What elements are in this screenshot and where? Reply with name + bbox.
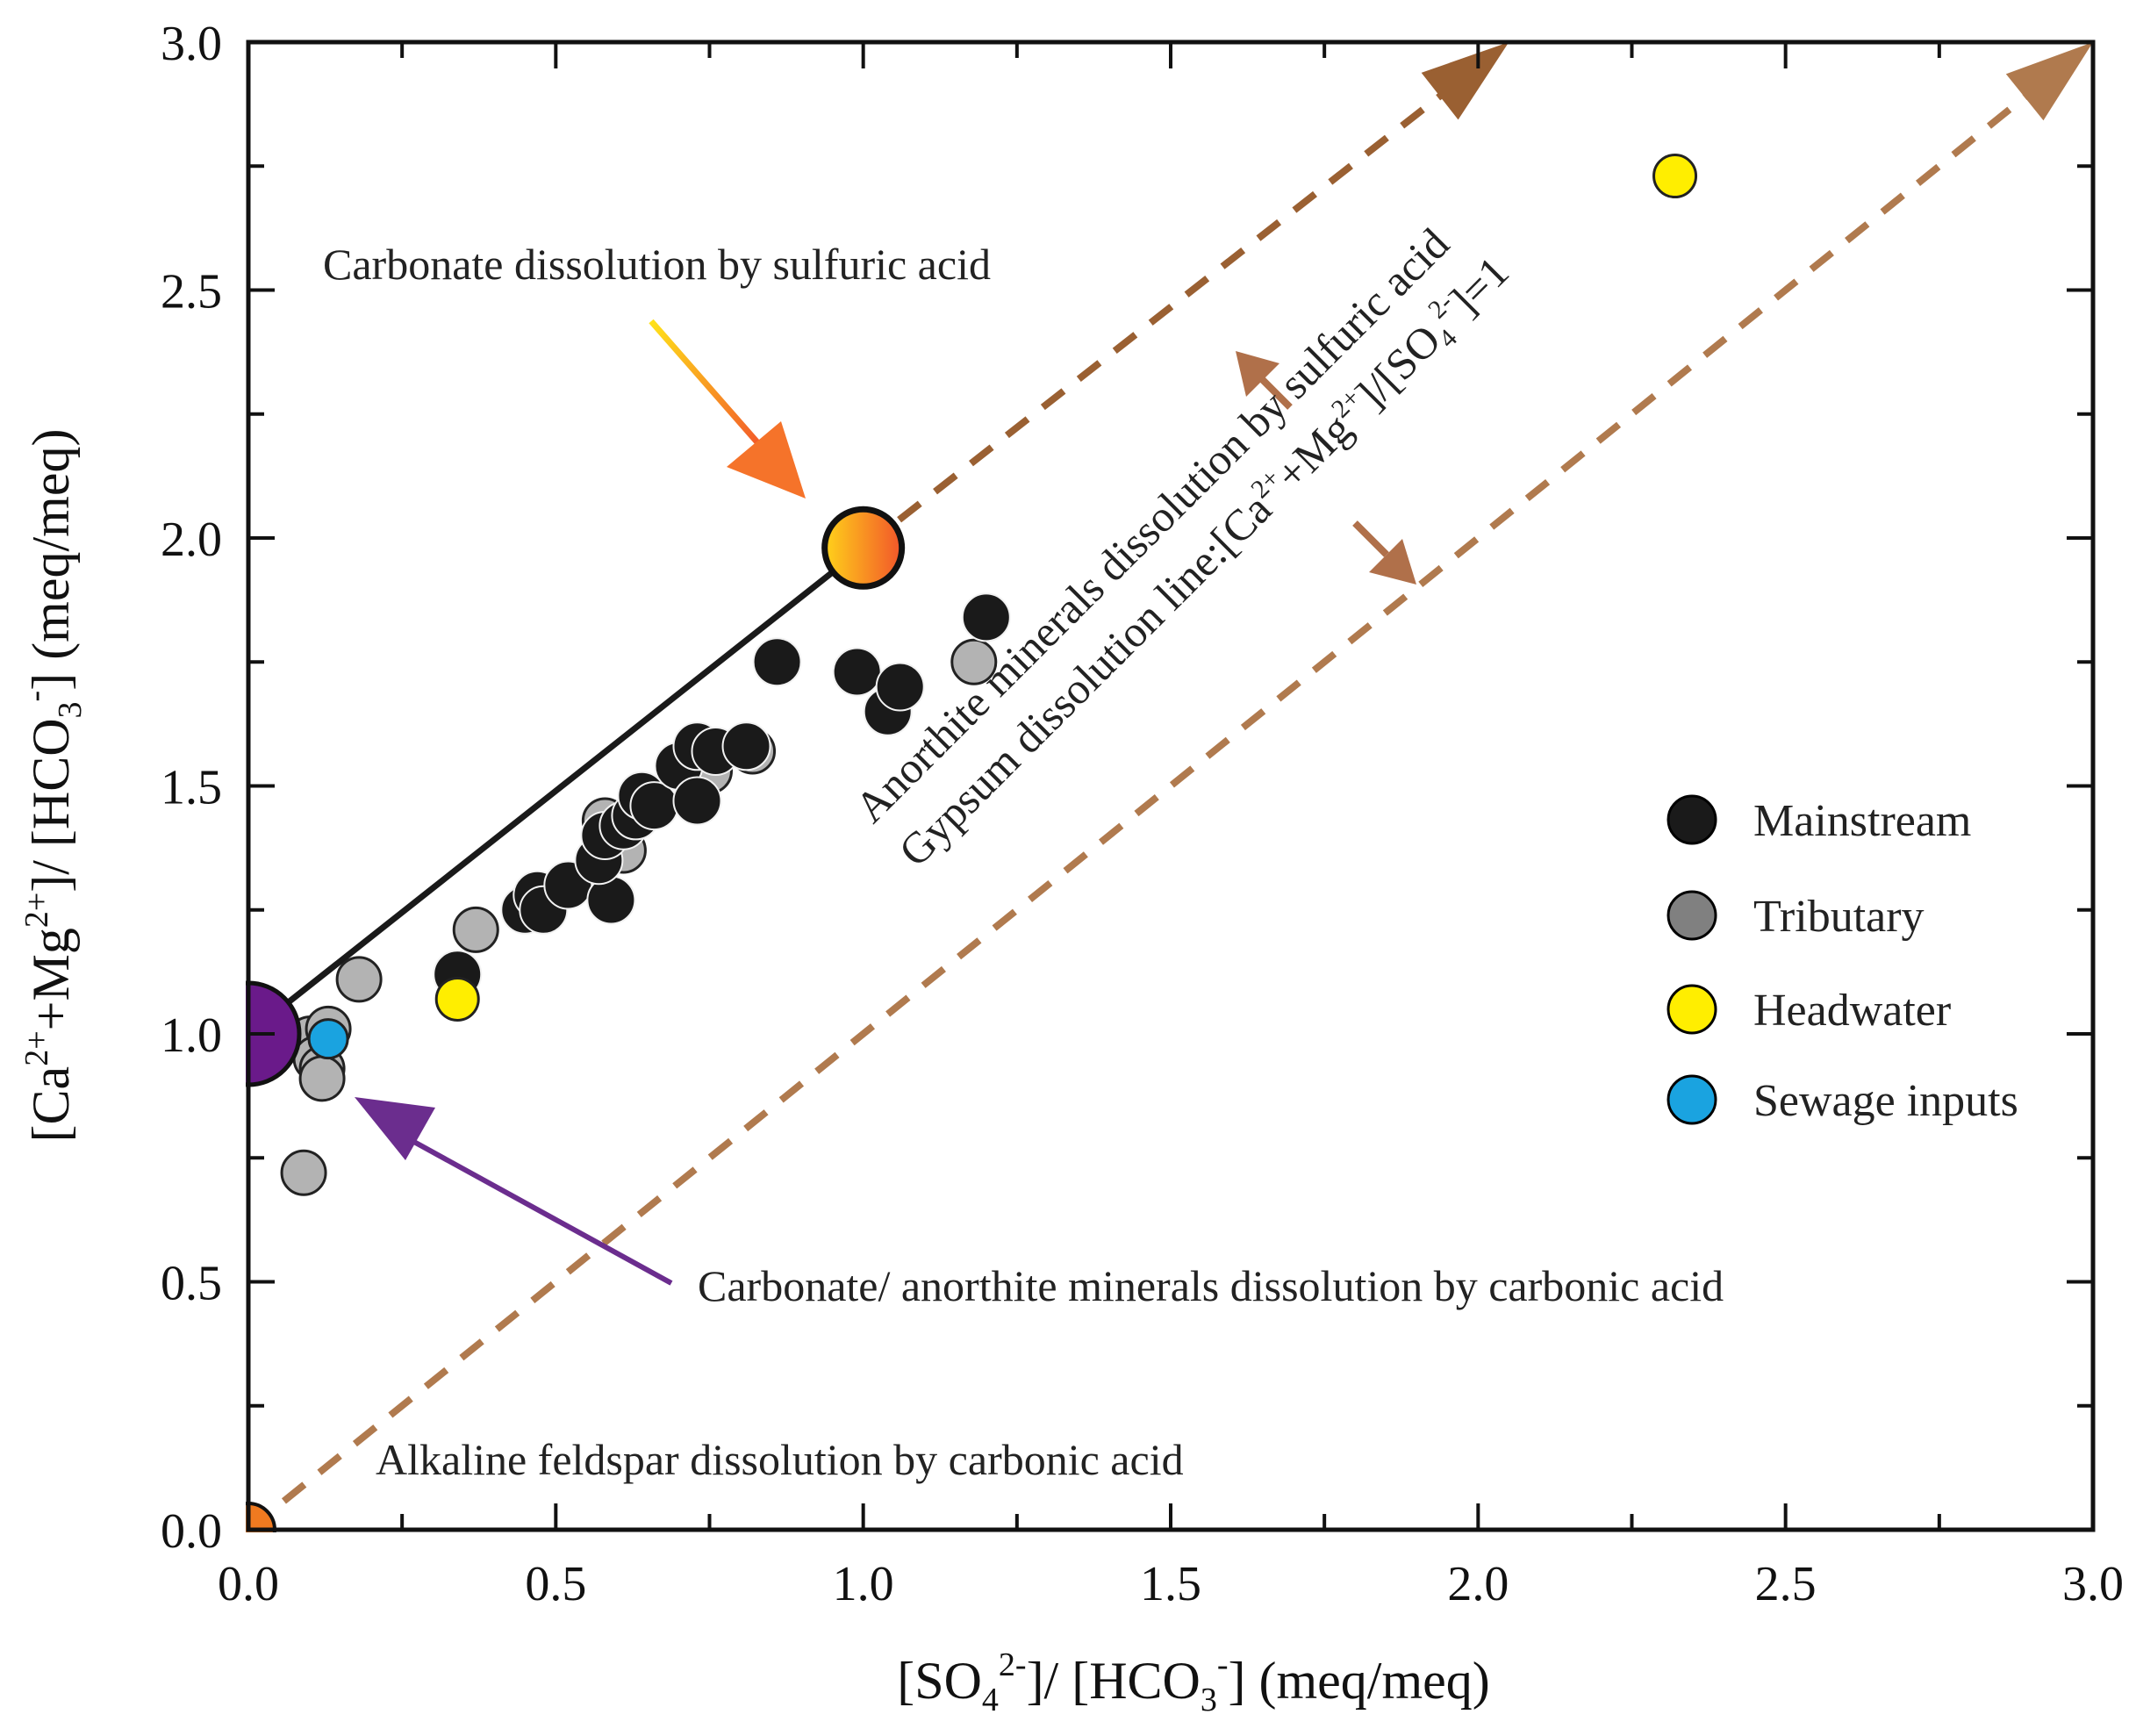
y-tick-label: 2.5 [161, 265, 222, 319]
y-tick-label: 2.0 [161, 513, 222, 567]
x-tick-label: 0.0 [218, 1557, 279, 1611]
y-title-post2: ] (meq/meq) [22, 429, 80, 691]
point-tributary-6 [335, 956, 383, 1003]
point-tributary-12 [950, 638, 998, 685]
y-tick-label: 1.0 [161, 1008, 222, 1063]
legend-label-headwater: Headwater [1753, 986, 1951, 1036]
legend: Mainstream Tributary Headwater Sewage in… [1667, 794, 2018, 1126]
up-arrow-small [1236, 351, 1293, 410]
gypsum-line-1to1 [246, 39, 2096, 1533]
x-title-post2: ] (meq/meq) [1229, 1652, 1490, 1710]
x-tick-label: 1.5 [1140, 1557, 1201, 1611]
y-tick-label: 0.0 [161, 1504, 222, 1559]
annotation-sulfuric: Carbonate dissolution by sulfuric acid [323, 240, 991, 289]
x-tick-label: 3.0 [2062, 1557, 2124, 1611]
y-tick-label: 1.5 [161, 761, 222, 815]
annotation-gypsum: Gypsum dissolution line:[Ca2++Mg2+]/[SO4… [887, 245, 1522, 879]
gypsum-line-1to1-arrowhead [2005, 42, 2093, 121]
point-headwater-0 [434, 976, 480, 1022]
x-tick-label: 2.0 [1447, 1557, 1509, 1611]
carbonic-arrow [355, 1097, 673, 1286]
annotation-alkaline: Alkaline feldspar dissolution by carboni… [376, 1435, 1184, 1484]
point-sewage-inputs-0 [307, 1018, 349, 1060]
legend-label-mainstream: Mainstream [1753, 796, 1971, 846]
y-title-sub: 3 [52, 701, 89, 718]
x-title-sup2: - [1217, 1646, 1229, 1683]
legend-marker-headwater [1667, 984, 1717, 1035]
x-tick-label: 0.5 [525, 1557, 586, 1611]
x-title-sub2: 3 [1201, 1682, 1217, 1718]
left-mask [0, 42, 246, 1582]
y-tick-label: 0.5 [161, 1257, 222, 1311]
y-title-sup: 2+ [18, 1030, 55, 1065]
sulfuric-end-member [821, 506, 906, 590]
y-axis-title: [Ca2++Mg2+]/ [HCO3-] (meq/meq) [17, 429, 89, 1143]
x-title-post: ]/ [HCO [1027, 1652, 1201, 1710]
x-title-sub: 4 [982, 1682, 999, 1718]
point-tributary-0 [280, 1149, 327, 1196]
x-axis-title: [SO42-]/ [HCO3-] (meq/meq) [897, 1646, 1490, 1718]
sulfuric-arrow [649, 319, 806, 499]
anorthite-sulfuric-line-arrowhead [1421, 42, 1509, 120]
point-tributary-4 [298, 1055, 346, 1102]
y-title-sup3: - [17, 691, 54, 702]
legend-label-sewage: Sewage inputs [1753, 1076, 2018, 1126]
y-title-post: ]/ [HCO [22, 718, 80, 892]
x-title-pre: [SO [897, 1652, 982, 1710]
legend-marker-sewage [1667, 1074, 1717, 1125]
point-mainstream-20 [875, 662, 925, 712]
bottom-mask [246, 1532, 2099, 1585]
annotation-carbonic: Carbonate/ anorthite minerals dissolutio… [698, 1261, 1724, 1310]
legend-label-tributary: Tributary [1753, 892, 1925, 942]
annotation-anorthite: Anorthite minerals dissolution by sulfur… [845, 219, 1458, 831]
y-title-pre: [Ca [22, 1066, 80, 1143]
gypsum-pre: Gypsum dissolution line:[Ca [889, 484, 1280, 876]
point-tributary-7 [452, 906, 499, 953]
y-title-mid: +Mg [22, 928, 80, 1030]
point-mainstream-14 [672, 776, 722, 826]
x-tick-label: 1.0 [833, 1557, 894, 1611]
x-title-sup: 2- [999, 1646, 1027, 1683]
point-mainstream-18 [832, 647, 882, 697]
x-tick-label: 2.5 [1755, 1557, 1817, 1611]
point-mainstream-17 [752, 637, 802, 687]
point-headwater-1 [1652, 154, 1698, 199]
point-mainstream-16 [721, 721, 771, 771]
down-arrow-small [1352, 520, 1416, 585]
y-tick-label: 3.0 [161, 17, 222, 71]
legend-marker-tributary [1667, 890, 1717, 941]
point-mainstream-21 [961, 592, 1011, 642]
legend-marker-mainstream [1667, 794, 1717, 845]
carbonic-sulfuric-mixing-line [246, 545, 865, 1037]
y-title-sup2: 2+ [18, 893, 55, 928]
